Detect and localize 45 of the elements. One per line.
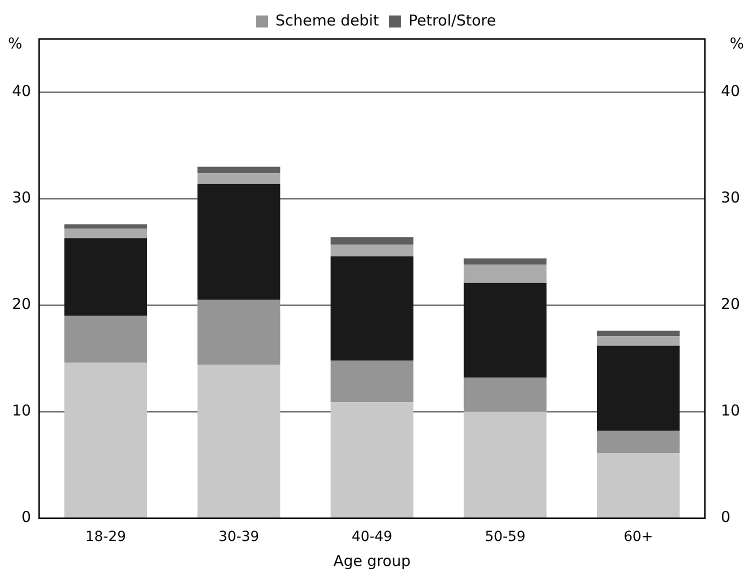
y-axis-title: % [8, 34, 22, 52]
y-tick-label: 40 [12, 82, 32, 100]
y2-tick-label: 0 [720, 508, 730, 526]
legend-label: Scheme debit [276, 11, 380, 30]
bar [197, 300, 280, 365]
bar [197, 184, 280, 300]
bar [464, 378, 547, 412]
y2-tick-label: 30 [720, 188, 740, 207]
bar [596, 453, 680, 518]
bar [64, 228, 148, 238]
y2-tick-label: 10 [720, 402, 740, 420]
bar [596, 336, 680, 346]
y-tick-label: 0 [22, 508, 32, 526]
bar [330, 244, 414, 256]
y2-axis-title: % [730, 34, 744, 52]
bar [64, 362, 148, 518]
y2-tick-label: 20 [720, 295, 740, 314]
x-tick-label: 40-49 [352, 529, 392, 546]
bar [464, 258, 547, 265]
bar [596, 330, 680, 336]
bar [464, 412, 547, 518]
bar [330, 237, 414, 245]
y-tick-label: 10 [12, 402, 32, 420]
x-tick-label: 60+ [624, 529, 654, 546]
bar [596, 346, 680, 431]
bar [464, 264, 547, 283]
y2-tick-label: 40 [720, 82, 740, 100]
bar [330, 402, 414, 518]
x-tick-label: 18-29 [85, 529, 126, 546]
bar [197, 166, 280, 174]
bar [64, 238, 148, 316]
legend-label: Petrol/Store [408, 11, 496, 30]
bar [596, 430, 680, 454]
x-tick-label: 50-59 [484, 529, 526, 546]
y-tick-label: 30 [12, 188, 32, 207]
bar [464, 282, 547, 378]
x-axis-title: Age group [333, 552, 411, 570]
y-tick-label: 20 [12, 295, 32, 314]
bar [330, 360, 414, 402]
bar [330, 256, 414, 361]
bar [197, 173, 280, 184]
bar [197, 364, 280, 518]
bar [64, 224, 148, 229]
x-tick-label: 30-39 [218, 529, 260, 546]
bar [64, 316, 148, 363]
